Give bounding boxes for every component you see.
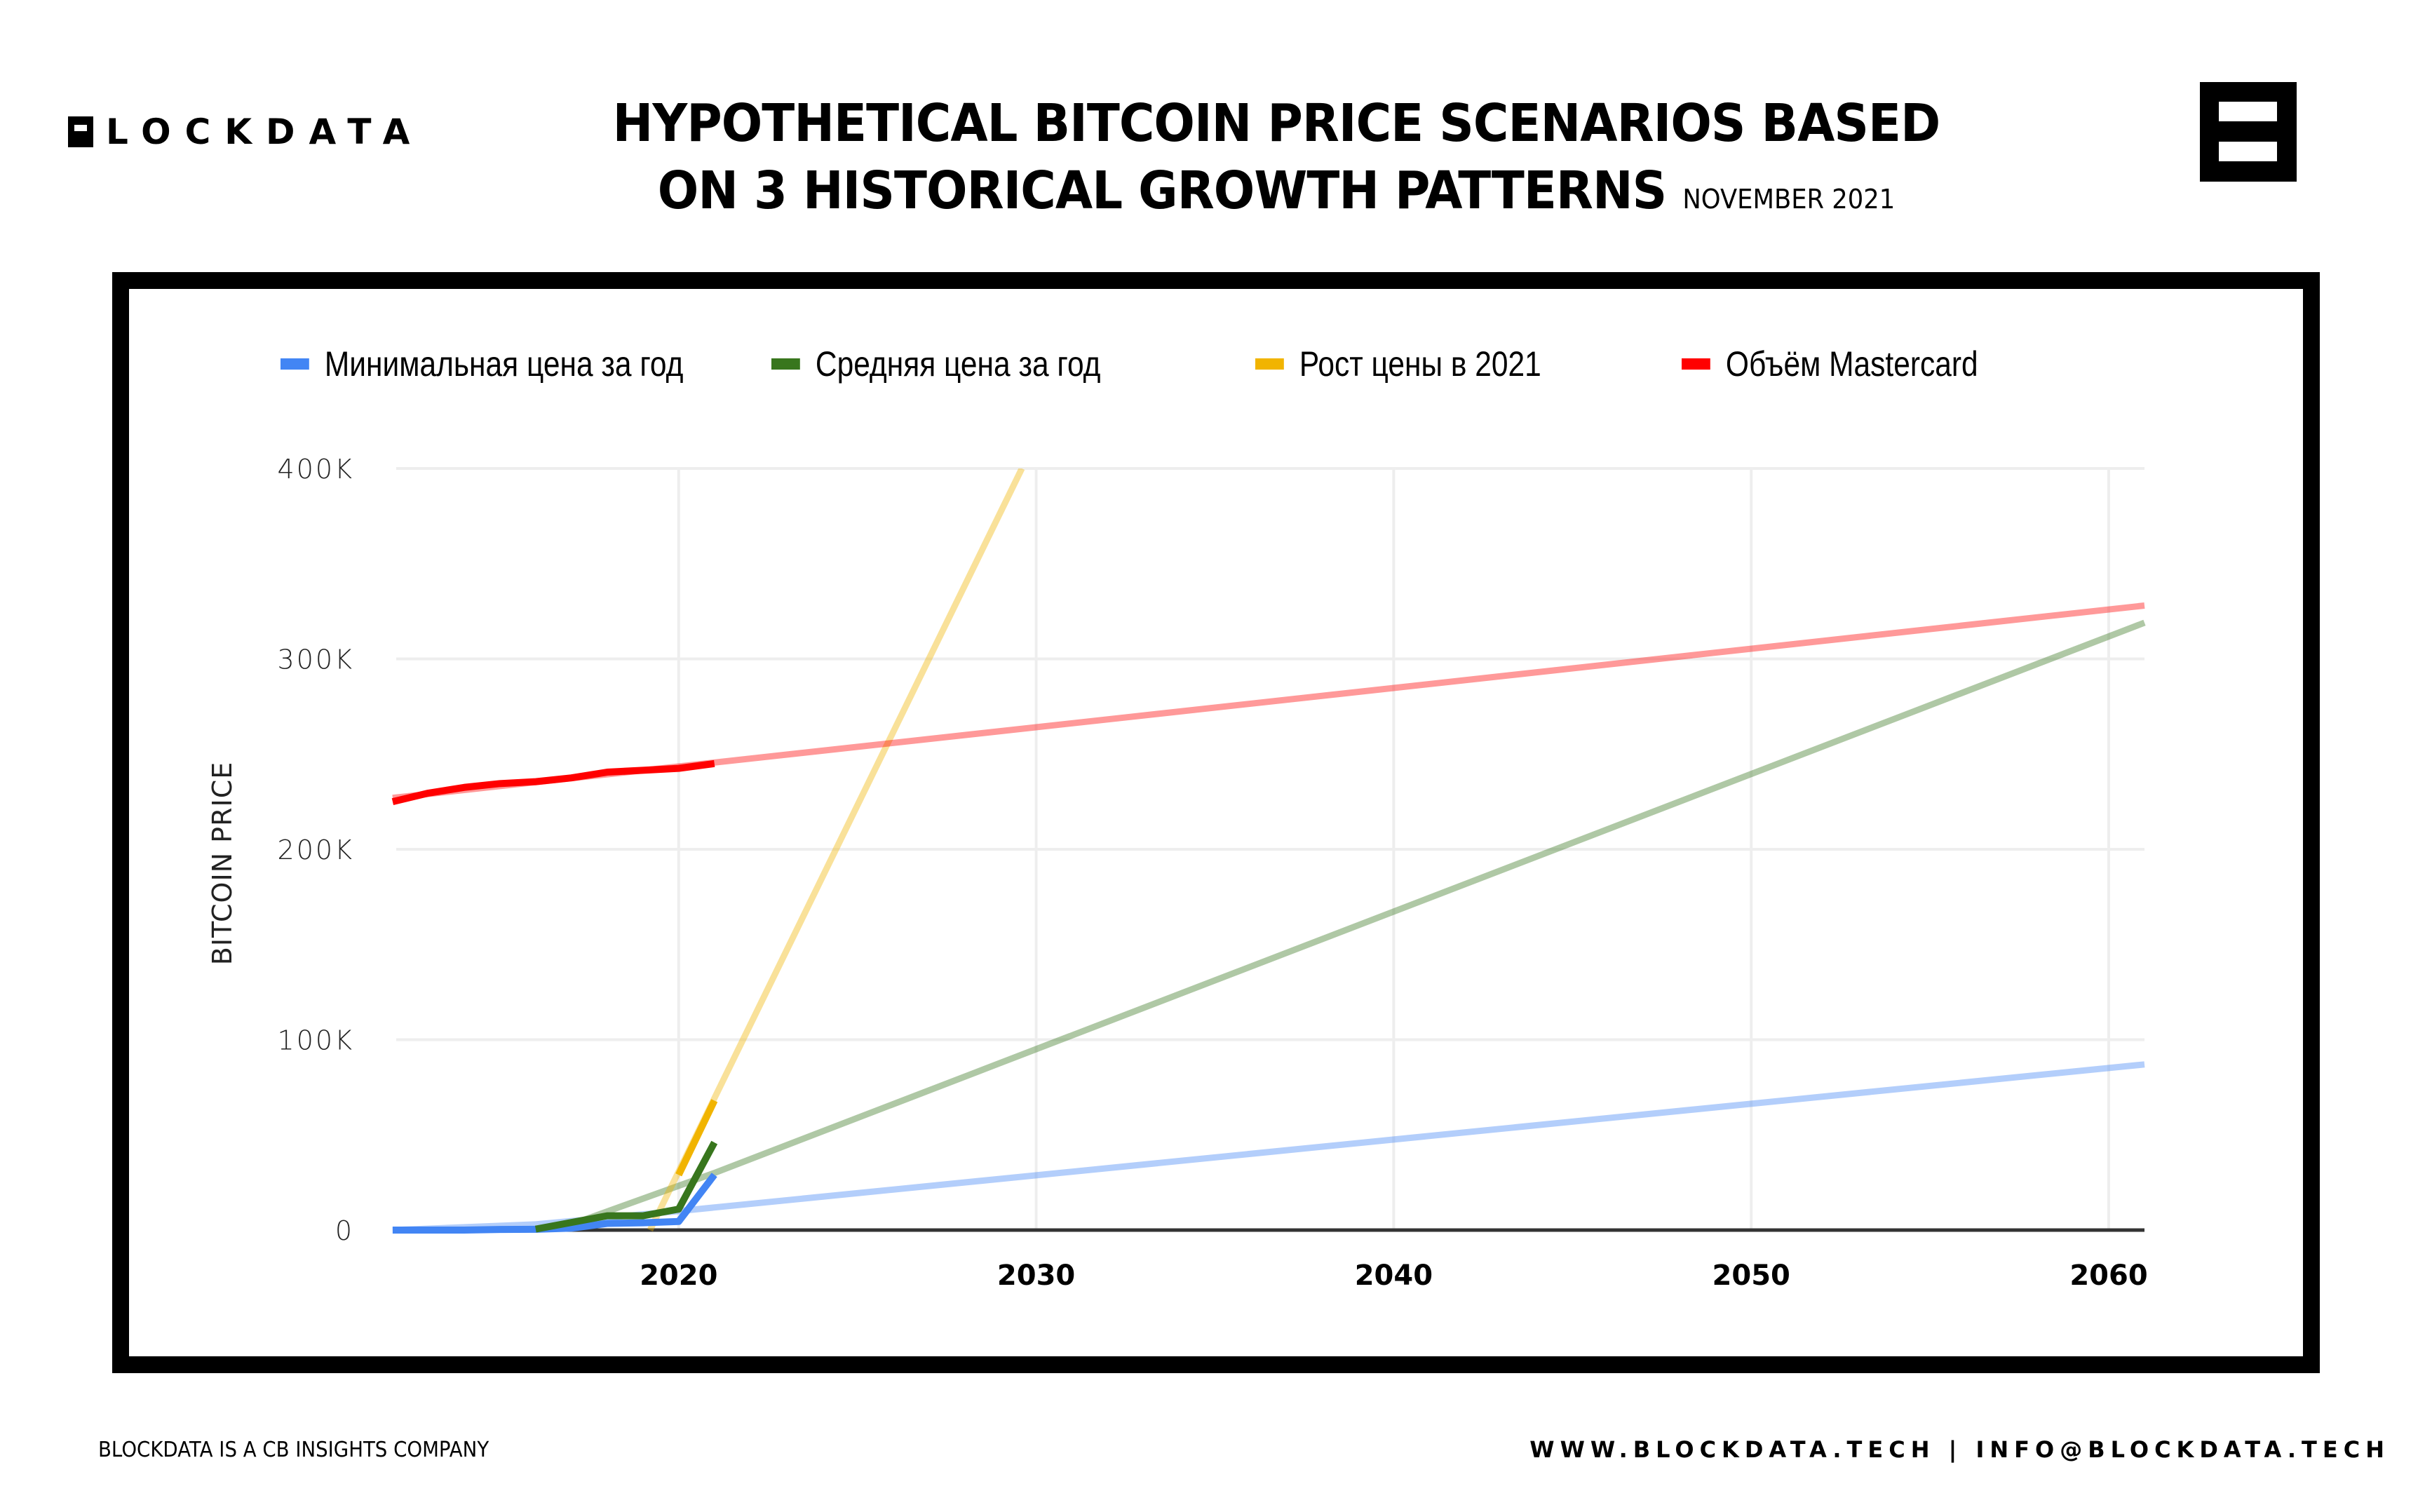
legend-item-mastercard: Объём Mastercard (1682, 344, 1978, 384)
blockdata-logo-icon (68, 116, 93, 147)
y-tick-label: 200K (278, 835, 354, 865)
chart-frame (112, 272, 2320, 1373)
x-tick-label: 2060 (2069, 1260, 2147, 1292)
legend-swatch-blue (281, 358, 309, 370)
y-tick-label: 400K (278, 454, 354, 485)
legend-label: Минимальная цена за год (324, 344, 684, 384)
trend-line-1 (570, 619, 2146, 1228)
title-line-2: ON 3 HISTORICAL GROWTH PATTERNS NOVEMBER… (546, 157, 2006, 233)
trend-line-0 (392, 1061, 2145, 1234)
legend-item-min-price: Минимальная цена за год (281, 344, 683, 384)
legend-item-2021-growth: Рост цены в 2021 (1255, 344, 1541, 384)
footer-contact: WWW.BLOCKDATA.TECH | INFO@BLOCKDATA.TECH (1529, 1436, 2390, 1463)
legend-label: Объём Mastercard (1725, 344, 1978, 384)
y-tick-label: 100K (278, 1025, 354, 1056)
report-date: NOVEMBER 2021 (1682, 184, 1896, 215)
title-line-2-text: ON 3 HISTORICAL GROWTH PATTERNS (657, 161, 1667, 221)
brand-name: LOCKDATA (106, 112, 424, 152)
legend-label: Средняя цена за год (815, 344, 1101, 384)
actual-line-1 (534, 1140, 718, 1233)
legend-item-avg-price: Средняя цена за год (771, 344, 1100, 384)
blockdata-logo: LOCKDATA (68, 114, 424, 149)
actual-line-3 (391, 760, 715, 805)
y-tick-label: 0 (335, 1215, 354, 1246)
x-tick-label: 2020 (640, 1260, 717, 1292)
x-tick-label: 2040 (1355, 1260, 1433, 1292)
title-line-1: HYPOTHETICAL BITCOIN PRICE SCENARIOS BAS… (612, 93, 1941, 154)
legend-swatch-yellow (1255, 358, 1284, 370)
chart-legend: Минимальная цена за год Средняя цена за … (0, 344, 2432, 386)
legend-label: Рост цены в 2021 (1299, 344, 1541, 384)
page-title: HYPOTHETICAL BITCOIN PRICE SCENARIOS BAS… (546, 90, 2006, 233)
x-tick-label: 2050 (1712, 1260, 1790, 1292)
actual-line-2 (675, 1099, 718, 1177)
blockdata-mark-icon (2200, 82, 2297, 182)
footer-company-note: BLOCKDATA IS A CB INSIGHTS COMPANY (98, 1438, 489, 1462)
legend-swatch-red (1682, 358, 1710, 370)
x-tick-label: 2030 (997, 1260, 1075, 1292)
legend-swatch-green (771, 358, 800, 370)
y-axis-label: BITCOIN PRICE (207, 762, 238, 966)
y-tick-label: 300K (278, 644, 354, 675)
